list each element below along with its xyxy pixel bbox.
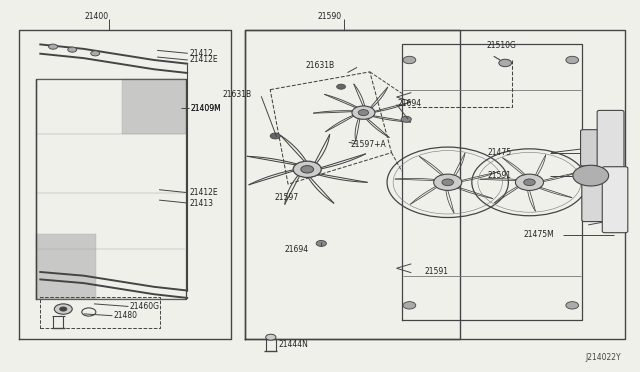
Text: 21590: 21590 — [317, 12, 342, 21]
Circle shape — [573, 165, 609, 186]
Polygon shape — [122, 78, 186, 134]
Text: 21409M: 21409M — [190, 104, 221, 113]
Circle shape — [403, 56, 416, 64]
Text: J214022Y: J214022Y — [586, 353, 621, 362]
Text: 21412: 21412 — [189, 49, 213, 58]
Text: 21694: 21694 — [284, 245, 308, 254]
Text: 21597+A: 21597+A — [350, 140, 386, 149]
Circle shape — [60, 307, 67, 311]
Circle shape — [499, 59, 511, 67]
Text: 21460G: 21460G — [130, 302, 160, 311]
Circle shape — [515, 174, 543, 190]
Circle shape — [524, 179, 535, 186]
Text: 21597: 21597 — [275, 193, 299, 202]
Text: 21510G: 21510G — [486, 41, 516, 51]
Polygon shape — [36, 234, 97, 299]
Circle shape — [358, 110, 369, 116]
Circle shape — [401, 116, 412, 122]
Circle shape — [403, 302, 416, 309]
Circle shape — [434, 174, 462, 190]
Text: 21412E: 21412E — [189, 188, 218, 197]
Text: 21409M: 21409M — [190, 104, 221, 113]
FancyBboxPatch shape — [582, 180, 609, 222]
Text: 21400: 21400 — [84, 12, 109, 21]
Circle shape — [68, 47, 77, 52]
Circle shape — [316, 240, 326, 246]
Text: 21631B: 21631B — [223, 90, 252, 99]
Text: 21475M: 21475M — [523, 230, 554, 240]
Text: 21694: 21694 — [398, 99, 422, 108]
Circle shape — [49, 44, 58, 49]
Circle shape — [566, 302, 579, 309]
FancyBboxPatch shape — [597, 110, 624, 187]
Text: 21413: 21413 — [189, 199, 213, 208]
Circle shape — [352, 106, 375, 119]
Circle shape — [266, 334, 276, 340]
Circle shape — [301, 166, 314, 173]
Text: 21475: 21475 — [487, 148, 511, 157]
FancyBboxPatch shape — [580, 130, 604, 166]
FancyBboxPatch shape — [602, 167, 628, 233]
Circle shape — [566, 56, 579, 64]
Circle shape — [54, 304, 72, 314]
Circle shape — [337, 84, 346, 89]
Circle shape — [293, 161, 321, 177]
Text: 21444N: 21444N — [278, 340, 308, 349]
Text: 21591: 21591 — [424, 267, 448, 276]
Text: 21631B: 21631B — [305, 61, 335, 70]
Text: 21591: 21591 — [487, 171, 511, 180]
Circle shape — [91, 51, 100, 56]
Text: 21412E: 21412E — [189, 55, 218, 64]
Circle shape — [270, 133, 280, 139]
Circle shape — [442, 179, 454, 186]
Text: 21480: 21480 — [114, 311, 138, 320]
